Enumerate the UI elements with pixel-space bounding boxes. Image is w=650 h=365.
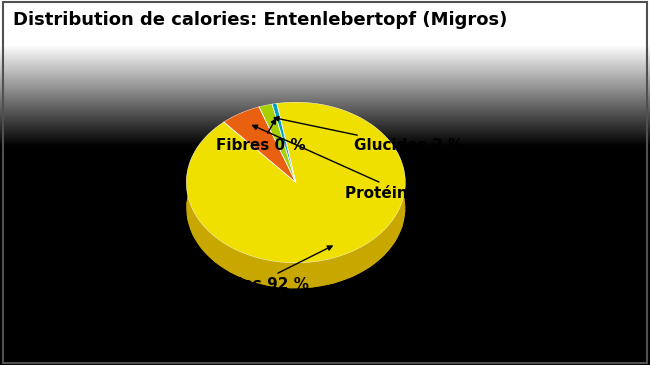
Polygon shape [187,128,406,288]
Text: Protéines 6 %: Protéines 6 % [253,125,463,201]
Text: Fibres 0 %: Fibres 0 % [216,119,305,154]
Text: Lipides 92 %: Lipides 92 % [201,246,332,292]
Polygon shape [259,104,272,132]
Text: Distribution de calories: Entenlebertopf (Migros): Distribution de calories: Entenlebertopf… [13,11,508,29]
Polygon shape [187,102,405,288]
Polygon shape [272,103,277,130]
Polygon shape [224,107,259,147]
Polygon shape [187,102,406,263]
Polygon shape [224,107,296,182]
Polygon shape [272,103,296,182]
Text: Glucides 2 %: Glucides 2 % [274,116,463,154]
Text: © vitahoy.ch: © vitahoy.ch [13,348,84,358]
Polygon shape [259,104,296,182]
